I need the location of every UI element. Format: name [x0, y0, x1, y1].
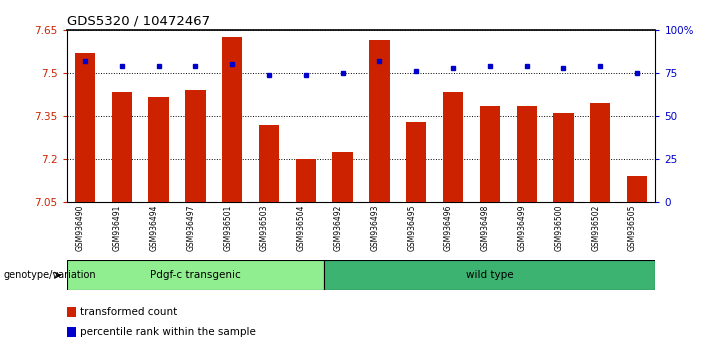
- Bar: [332, 152, 353, 202]
- Text: GSM936502: GSM936502: [591, 205, 600, 251]
- Bar: [75, 53, 95, 202]
- Bar: [553, 113, 573, 202]
- Text: GSM936494: GSM936494: [149, 205, 158, 251]
- Text: GSM936500: GSM936500: [554, 205, 564, 251]
- Bar: [369, 40, 390, 202]
- Bar: [443, 92, 463, 202]
- Bar: [406, 122, 426, 202]
- Bar: [222, 37, 243, 202]
- Text: GSM936496: GSM936496: [444, 205, 453, 251]
- Text: GSM936503: GSM936503: [260, 205, 269, 251]
- Text: GSM936490: GSM936490: [76, 205, 85, 251]
- Text: GSM936498: GSM936498: [481, 205, 490, 251]
- Text: transformed count: transformed count: [80, 307, 177, 317]
- Text: GSM936491: GSM936491: [113, 205, 122, 251]
- Bar: [517, 106, 537, 202]
- Bar: [590, 103, 611, 202]
- Text: wild type: wild type: [466, 270, 514, 280]
- Bar: [627, 176, 647, 202]
- Text: genotype/variation: genotype/variation: [4, 270, 96, 280]
- Text: GSM936492: GSM936492: [334, 205, 343, 251]
- Bar: [324, 260, 655, 290]
- Bar: [479, 106, 500, 202]
- Text: GSM936499: GSM936499: [517, 205, 526, 251]
- Text: GSM936493: GSM936493: [370, 205, 379, 251]
- Text: GSM936495: GSM936495: [407, 205, 416, 251]
- Text: GSM936504: GSM936504: [297, 205, 306, 251]
- Text: percentile rank within the sample: percentile rank within the sample: [80, 327, 256, 337]
- Text: Pdgf-c transgenic: Pdgf-c transgenic: [150, 270, 240, 280]
- Bar: [296, 159, 316, 202]
- Text: GDS5320 / 10472467: GDS5320 / 10472467: [67, 14, 210, 27]
- Bar: [111, 92, 132, 202]
- Bar: [67, 260, 324, 290]
- Bar: [259, 125, 279, 202]
- Text: GSM936505: GSM936505: [628, 205, 637, 251]
- Text: GSM936497: GSM936497: [186, 205, 196, 251]
- Bar: [149, 97, 169, 202]
- Bar: [67, 326, 76, 337]
- Bar: [185, 90, 205, 202]
- Bar: [67, 307, 76, 317]
- Text: GSM936501: GSM936501: [223, 205, 232, 251]
